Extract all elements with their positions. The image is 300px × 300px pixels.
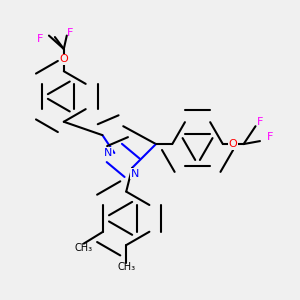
Text: CH₃: CH₃ xyxy=(75,243,93,253)
Text: N: N xyxy=(104,148,112,158)
Text: O: O xyxy=(229,139,238,149)
Text: F: F xyxy=(257,117,263,127)
Text: F: F xyxy=(67,28,73,38)
Text: O: O xyxy=(59,54,68,64)
Text: F: F xyxy=(37,34,43,44)
Text: CH₃: CH₃ xyxy=(117,262,135,272)
Text: F: F xyxy=(267,132,274,142)
Text: N: N xyxy=(131,169,139,179)
